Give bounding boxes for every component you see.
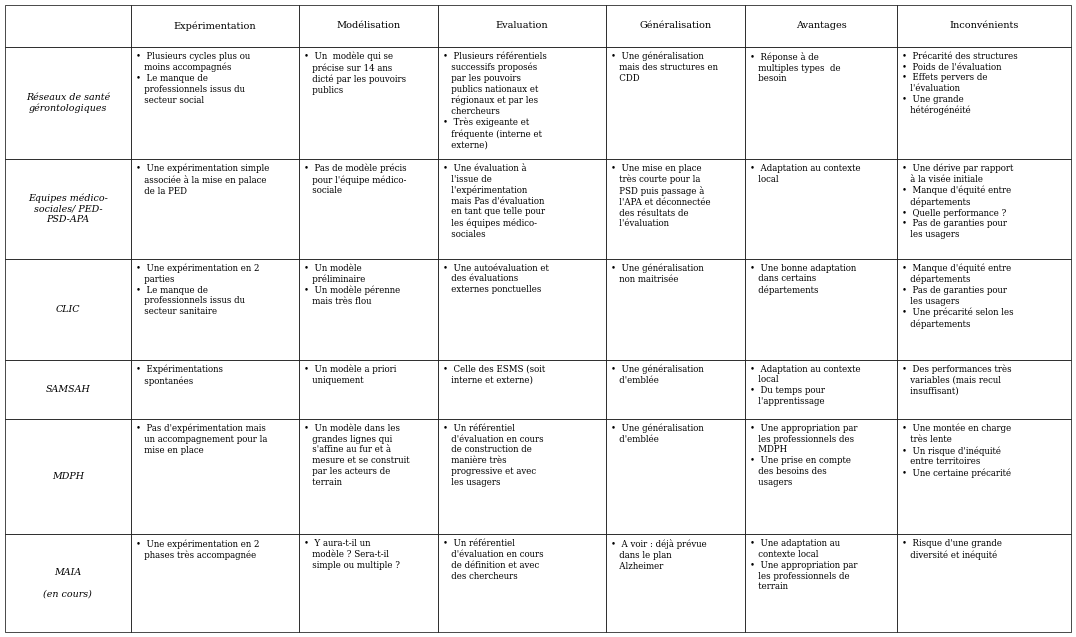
Text: •  Une expérimentation simple
   associée à la mise en palace
   de la PED: • Une expérimentation simple associée à … <box>136 164 269 196</box>
Bar <box>299 534 438 632</box>
Text: •  Risque d'une grande
   diversité et inéquité: • Risque d'une grande diversité et inéqu… <box>903 540 1002 560</box>
Bar <box>745 159 897 259</box>
Bar <box>897 5 1071 47</box>
Text: •  Une appropriation par
   les professionnels des
   MDPH
•  Une prise en compt: • Une appropriation par les professionne… <box>750 424 858 487</box>
Bar <box>745 360 897 419</box>
Text: •  Une évaluation à
   l'issue de
   l'expérimentation
   mais Pas d'évaluation
: • Une évaluation à l'issue de l'expérime… <box>443 164 544 239</box>
Bar <box>606 159 745 259</box>
Bar <box>5 360 131 419</box>
Text: MDPH: MDPH <box>52 472 84 481</box>
Text: •  Expérimentations
   spontanées: • Expérimentations spontanées <box>136 364 223 385</box>
Text: •  Une adaptation au
   contexte local
•  Une appropriation par
   les professio: • Une adaptation au contexte local • Une… <box>750 540 858 592</box>
Bar <box>5 419 131 534</box>
Text: SAMSAH: SAMSAH <box>45 385 90 394</box>
Text: •  Adaptation au contexte
   local: • Adaptation au contexte local <box>750 164 861 183</box>
Text: •  Des performances très
   variables (mais recul
   insuffisant): • Des performances très variables (mais … <box>903 364 1011 396</box>
Bar <box>606 419 745 534</box>
Text: •  Adaptation au contexte
   local
•  Du temps pour
   l'apprentissage: • Adaptation au contexte local • Du temp… <box>750 364 861 406</box>
Text: •  Une généralisation
   d'emblée: • Une généralisation d'emblée <box>611 364 704 385</box>
Bar <box>299 419 438 534</box>
Bar <box>5 534 131 632</box>
Bar <box>745 5 897 47</box>
Text: •  Une expérimentation en 2
   parties
•  Le manque de
   professionnels issus d: • Une expérimentation en 2 parties • Le … <box>136 264 259 316</box>
Bar <box>897 360 1071 419</box>
Bar <box>897 534 1071 632</box>
Bar <box>299 47 438 159</box>
Text: •  Une expérimentation en 2
   phases très accompagnée: • Une expérimentation en 2 phases très a… <box>136 540 259 561</box>
Text: •  Une bonne adaptation
   dans certains
   départements: • Une bonne adaptation dans certains dép… <box>750 264 856 295</box>
Bar <box>438 419 606 534</box>
Bar <box>5 259 131 360</box>
Bar <box>745 259 897 360</box>
Bar <box>5 5 131 47</box>
Bar <box>606 360 745 419</box>
Text: •  Réponse à de
   multiples types  de
   besoin: • Réponse à de multiples types de besoin <box>750 52 840 83</box>
Text: Expérimentation: Expérimentation <box>173 21 256 31</box>
Text: Avantages: Avantages <box>795 22 847 31</box>
Bar <box>438 360 606 419</box>
Text: Modélisation: Modélisation <box>337 22 400 31</box>
Text: •  Une montée en charge
   très lente
•  Un risque d'inéquité
   entre territoir: • Une montée en charge très lente • Un r… <box>903 424 1011 478</box>
Bar <box>131 259 299 360</box>
Bar <box>131 5 299 47</box>
Text: •  Un référentiel
   d'évaluation en cours
   de définition et avec
   des cherc: • Un référentiel d'évaluation en cours d… <box>443 540 543 581</box>
Bar <box>606 47 745 159</box>
Bar <box>438 534 606 632</box>
Text: •  Manque d'équité entre
   départements
•  Pas de garanties pour
   les usagers: • Manque d'équité entre départements • P… <box>903 264 1014 329</box>
Text: •  Celle des ESMS (soit
   interne et externe): • Celle des ESMS (soit interne et extern… <box>443 364 546 384</box>
Text: •  Une généralisation
   mais des structures en
   CDD: • Une généralisation mais des structures… <box>611 52 718 83</box>
Text: MAIA

(en cours): MAIA (en cours) <box>43 568 93 599</box>
Text: Evaluation: Evaluation <box>496 22 549 31</box>
Text: •  Plusieurs référentiels
   successifs proposés
   par les pouvoirs
   publics : • Plusieurs référentiels successifs prop… <box>443 52 547 150</box>
Bar <box>745 47 897 159</box>
Bar <box>438 159 606 259</box>
Text: •  Une généralisation
   d'emblée: • Une généralisation d'emblée <box>611 424 704 444</box>
Bar <box>299 259 438 360</box>
Bar <box>131 419 299 534</box>
Text: •  Un modèle a priori
   uniquement: • Un modèle a priori uniquement <box>305 364 397 385</box>
Bar <box>438 259 606 360</box>
Text: •  Une mise en place
   très courte pour la
   PSD puis passage à
   l'APA et dé: • Une mise en place très courte pour la … <box>611 164 711 228</box>
Text: Inconvénients: Inconvénients <box>949 22 1019 31</box>
Text: •  Une généralisation
   non maitrisée: • Une généralisation non maitrisée <box>611 264 704 284</box>
Bar <box>897 159 1071 259</box>
Bar <box>745 419 897 534</box>
Bar <box>897 419 1071 534</box>
Text: •  Une autoévaluation et
   des évaluations
   externes ponctuelles: • Une autoévaluation et des évaluations … <box>443 264 549 294</box>
Bar <box>131 159 299 259</box>
Text: •  Pas d'expérimentation mais
   un accompagnement pour la
   mise en place: • Pas d'expérimentation mais un accompag… <box>136 424 267 455</box>
Text: •  Précarité des structures
•  Poids de l'évaluation
•  Effets pervers de
   l'é: • Précarité des structures • Poids de l'… <box>903 52 1018 115</box>
Bar <box>606 534 745 632</box>
Text: •  Un référentiel
   d'évaluation en cours
   de construction de
   manière très: • Un référentiel d'évaluation en cours d… <box>443 424 543 487</box>
Bar <box>131 534 299 632</box>
Text: •  Plusieurs cycles plus ou
   moins accompagnés
•  Le manque de
   professionne: • Plusieurs cycles plus ou moins accompa… <box>136 52 250 104</box>
Bar <box>299 5 438 47</box>
Text: •  Y aura-t-il un
   modèle ? Sera-t-il
   simple ou multiple ?: • Y aura-t-il un modèle ? Sera-t-il simp… <box>305 540 400 570</box>
Bar <box>5 159 131 259</box>
Text: •  Un modèle dans les
   grandes lignes qui
   s'affine au fur et à
   mesure et: • Un modèle dans les grandes lignes qui … <box>305 424 410 487</box>
Bar <box>299 159 438 259</box>
Bar <box>131 360 299 419</box>
Bar <box>897 259 1071 360</box>
Text: •  Un  modèle qui se
   précise sur 14 ans
   dicté par les pouvoirs
   publics: • Un modèle qui se précise sur 14 ans di… <box>305 52 407 95</box>
Bar <box>606 5 745 47</box>
Bar <box>438 47 606 159</box>
Text: •  Une dérive par rapport
   à la visée initiale
•  Manque d'équité entre
   dép: • Une dérive par rapport à la visée init… <box>903 164 1014 239</box>
Bar <box>5 47 131 159</box>
Bar <box>131 47 299 159</box>
Bar <box>897 47 1071 159</box>
Bar <box>606 259 745 360</box>
Bar <box>299 360 438 419</box>
Text: •  A voir : déjà prévue
   dans le plan
   Alzheimer: • A voir : déjà prévue dans le plan Alzh… <box>611 540 707 571</box>
Text: Généralisation: Généralisation <box>639 22 711 31</box>
Bar <box>745 534 897 632</box>
Text: •  Un modèle
   préliminaire
•  Un modèle pérenne
   mais très flou: • Un modèle préliminaire • Un modèle pér… <box>305 264 400 306</box>
Text: Réseaux de santé
gérontologiques: Réseaux de santé gérontologiques <box>26 93 110 113</box>
Bar <box>438 5 606 47</box>
Text: CLIC: CLIC <box>56 304 80 313</box>
Text: Equipes médico-
sociales/ PED-
PSD-APA: Equipes médico- sociales/ PED- PSD-APA <box>28 193 108 224</box>
Text: •  Pas de modèle précis
   pour l'équipe médico-
   sociale: • Pas de modèle précis pour l'équipe méd… <box>305 164 407 196</box>
